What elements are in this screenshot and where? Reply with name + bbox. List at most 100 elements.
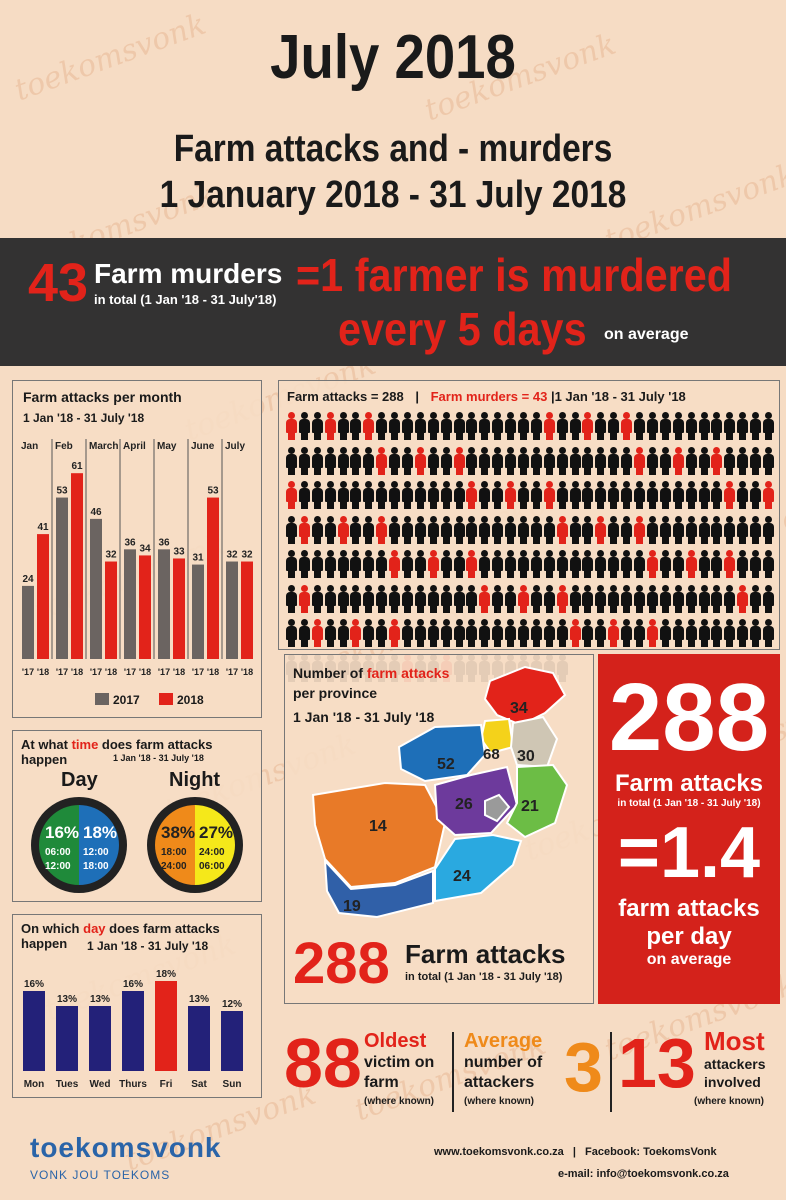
weekday-panel: On which day does farm attacks happen 1 … [12,914,262,1098]
person-attack-icon [349,584,362,613]
stat-oldest-line3: farm [364,1074,399,1091]
person-attack-icon [594,584,607,613]
person-attack-icon [453,412,465,440]
person-attack-icon [414,550,426,578]
bar-2017-june [192,564,204,659]
person-attack-icon [672,619,684,647]
person-murder-icon [633,515,646,544]
person-attack-icon [762,515,774,544]
person-attack-icon [543,515,555,544]
bar-value-label: 31 [192,553,204,564]
person-attack-icon [349,515,362,544]
person-attack-icon [324,550,336,578]
province-title: Number of farm attacks [293,665,450,681]
attack-rate-label-2: per day [646,923,732,950]
person-attack-icon [478,412,491,440]
footer-brand: toekomsvonk [30,1132,222,1163]
day-clock-morning [39,805,79,885]
person-attack-icon [517,515,530,544]
weekday-value-label: 13% [90,994,110,1005]
person-attack-icon [453,550,465,578]
weekday-value-label: 16% [24,979,44,990]
attack-rate-label-3: on average [646,951,732,968]
stat-most-line3: involved [704,1074,761,1090]
weekday-value-label: 16% [123,979,143,990]
person-attack-icon [478,481,491,509]
person-attack-icon [478,515,491,544]
person-attack-icon [581,619,594,647]
night-to-2: 06:00 [199,861,225,872]
person-attack-icon [569,550,581,578]
person-attack-icon [440,550,452,578]
person-attack-icon [581,584,594,613]
person-attack-icon [710,550,723,578]
person-attack-icon [762,412,774,440]
person-attack-icon [581,550,594,578]
person-attack-icon [633,619,646,647]
banner-number: 43 [28,253,89,313]
bar-value-label: 61 [71,461,83,472]
total-attacks-label: Farm attacks [614,770,764,797]
person-attack-icon [401,550,414,578]
person-attack-icon [543,446,555,475]
person-attack-icon [349,446,362,475]
person-murder-icon [646,619,658,647]
person-attack-icon [594,619,607,647]
person-attack-icon [491,446,504,475]
province-north-west [397,723,487,783]
banner-headline-2-suffix: on average [604,326,689,343]
person-attack-icon [401,446,414,475]
bar-value-label: 34 [139,543,151,554]
person-murder-icon [569,619,581,647]
people-attacks-label: Farm attacks = 288 [287,389,404,404]
person-attack-icon [530,584,542,613]
bar-value-label: 32 [105,550,117,561]
person-attack-icon [698,412,710,440]
person-attack-icon [569,481,581,509]
province-value-western-cape: 19 [343,898,361,915]
night-from-2: 24:00 [199,847,225,858]
stat-average-number: 3 [564,1028,603,1106]
person-attack-icon [491,584,504,613]
footer-facebook[interactable]: Facebook: ToekomsVonk [585,1146,717,1158]
people-murders-label: Farm murders = 43 [430,389,548,404]
person-attack-icon [349,412,362,440]
person-attack-icon [504,412,517,440]
person-murder-icon [285,412,297,440]
person-attack-icon [659,481,671,509]
stat-oldest-line2: victim on [364,1054,435,1071]
person-attack-icon [491,481,504,509]
footer-email[interactable]: e-mail: info@toekomsvonk.co.za [558,1168,729,1180]
person-attack-icon [646,446,658,475]
person-murder-icon [672,446,684,475]
murder-banner: 43 Farm murders in total (1 Jan '18 - 31… [0,238,786,366]
person-attack-icon [723,446,736,475]
footer-website[interactable]: www.toekomsvonk.co.za [434,1146,564,1158]
person-attack-icon [646,481,658,509]
night-clock-evening [155,805,195,885]
province-eastern-cape [434,833,523,903]
bar-value-label: 24 [22,574,34,585]
person-attack-icon [685,412,697,440]
person-attack-icon [556,481,568,509]
person-attack-icon [762,550,774,578]
person-attack-icon [478,619,491,647]
person-attack-icon [440,584,452,613]
person-murder-icon [710,446,723,475]
person-attack-icon [311,481,323,509]
year-tick-label: '17 [22,667,34,677]
person-attack-icon [504,550,517,578]
person-attack-icon [311,550,323,578]
day-clock-afternoon [79,805,119,885]
person-murder-icon [646,550,658,578]
bar-value-label: 33 [173,546,185,557]
person-attack-icon [620,515,633,544]
person-attack-icon [698,619,710,647]
person-attack-icon [672,550,684,578]
person-attack-icon [465,619,478,647]
person-attack-icon [594,550,607,578]
person-murder-icon [375,515,388,544]
person-attack-icon [388,446,401,475]
weekday-value-label: 12% [222,999,242,1010]
person-attack-icon [285,515,297,544]
